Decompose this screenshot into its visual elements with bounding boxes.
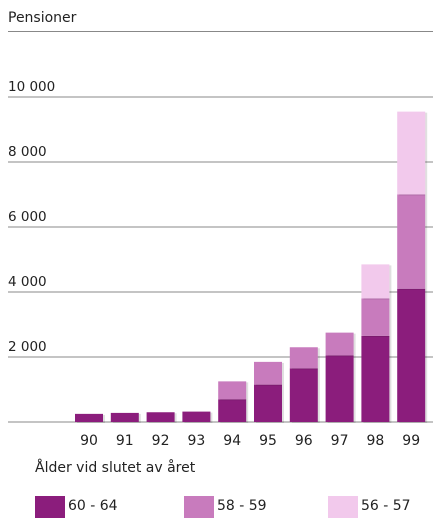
x-tick-label-97: 97 — [331, 433, 349, 449]
legend-swatch-56-57 — [328, 496, 358, 518]
title-rule — [8, 31, 433, 32]
bar-99-60-64 — [397, 288, 426, 422]
bar-90-60-64 — [75, 413, 103, 422]
bar-97-58-59 — [325, 332, 354, 356]
bar-96-60-64 — [289, 368, 318, 422]
y-tick-label-2000: 2 000 — [8, 339, 47, 355]
bar-94-60-64 — [218, 399, 247, 422]
legend-swatch-60-64 — [35, 496, 65, 518]
bar-92-60-64 — [146, 412, 175, 422]
x-tick-label-98: 98 — [366, 433, 384, 449]
stacked-bar-chart: 2 000 4 000 6 000 8 000 10 000 90 91 92 93 94 95 96… — [8, 79, 433, 449]
legend-label-56-57: 56 - 57 — [361, 498, 411, 514]
x-tick-label-90: 90 — [80, 433, 98, 449]
y-tick-label-6000: 6 000 — [8, 209, 47, 225]
legend-label-58-59: 58 - 59 — [217, 498, 267, 514]
x-tick-label-95: 95 — [259, 433, 277, 449]
bar-97-60-64 — [325, 355, 354, 422]
bar-99-56-57 — [397, 111, 426, 195]
y-tick-label-10000: 10 000 — [8, 79, 55, 95]
x-tick-label-96: 96 — [295, 433, 313, 449]
chart-title: Pensioner — [8, 10, 77, 26]
legend-title: Ålder vid slutet av året — [35, 460, 196, 476]
bar-96-58-59 — [289, 347, 318, 369]
legend-label-60-64: 60 - 64 — [68, 498, 118, 514]
bar-98-60-64 — [361, 335, 390, 422]
bar-95-58-59 — [254, 361, 282, 385]
legend-swatch-58-59 — [184, 496, 214, 518]
bar-93-60-64 — [182, 411, 211, 422]
bar-91-60-64 — [110, 412, 139, 422]
x-tick-label-91: 91 — [116, 433, 134, 449]
bar-98-58-59 — [361, 298, 390, 336]
x-tick-label-94: 94 — [223, 433, 241, 449]
x-tick-label-99: 99 — [402, 433, 420, 449]
y-tick-label-8000: 8 000 — [8, 144, 47, 160]
y-tick-label-4000: 4 000 — [8, 274, 47, 290]
x-tick-label-93: 93 — [187, 433, 205, 449]
x-tick-label-92: 92 — [152, 433, 170, 449]
bar-94-58-59 — [218, 381, 247, 400]
bar-99-58-59 — [397, 194, 426, 289]
bar-95-60-64 — [254, 384, 282, 422]
bar-98-56-57 — [361, 264, 390, 299]
